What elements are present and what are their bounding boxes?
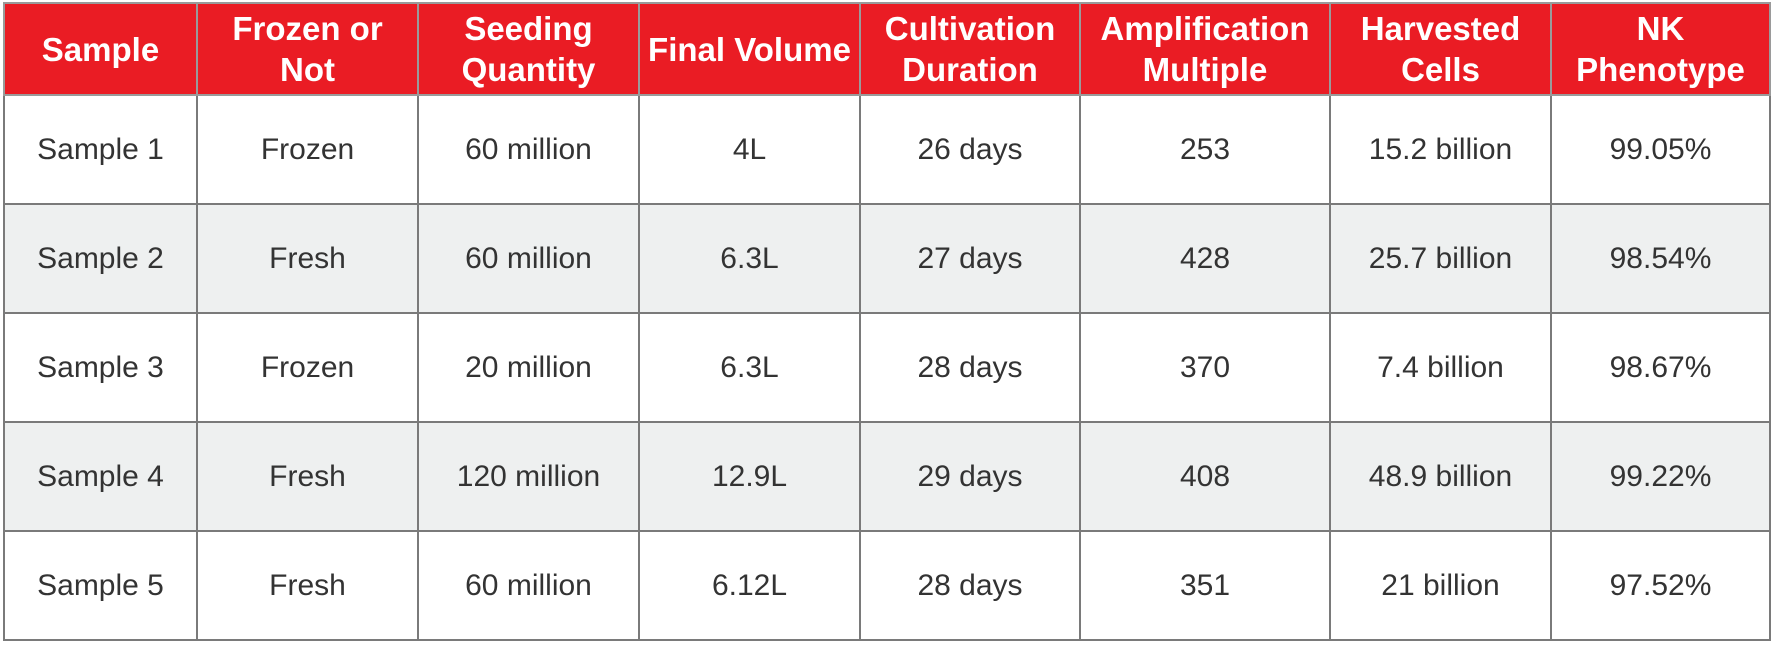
- cell-nk-phenotype: 98.67%: [1550, 312, 1771, 423]
- cell-final-volume: 6.3L: [638, 312, 861, 423]
- column-header-sample: Sample: [3, 2, 198, 96]
- cell-frozen-or-not: Fresh: [196, 203, 419, 314]
- cell-sample: Sample 3: [3, 312, 198, 423]
- cell-cultivation-duration: 28 days: [859, 312, 1081, 423]
- cell-nk-phenotype: 98.54%: [1550, 203, 1771, 314]
- cell-amplification-multiple: 408: [1079, 421, 1331, 532]
- cell-final-volume: 6.3L: [638, 203, 861, 314]
- cell-harvested-cells: 7.4 billion: [1329, 312, 1552, 423]
- column-header-nk-phenotype: NK Phenotype: [1550, 2, 1771, 96]
- column-header-harvested-cells: Harvested Cells: [1329, 2, 1552, 96]
- cell-sample: Sample 4: [3, 421, 198, 532]
- cell-harvested-cells: 21 billion: [1329, 530, 1552, 641]
- cell-harvested-cells: 48.9 billion: [1329, 421, 1552, 532]
- table-row: Sample 2 Fresh 60 million 6.3L 27 days 4…: [3, 203, 1771, 314]
- cell-seeding-quantity: 60 million: [417, 530, 640, 641]
- cell-frozen-or-not: Fresh: [196, 530, 419, 641]
- cell-sample: Sample 5: [3, 530, 198, 641]
- cell-frozen-or-not: Fresh: [196, 421, 419, 532]
- table-row: Sample 3 Frozen 20 million 6.3L 28 days …: [3, 312, 1771, 423]
- cell-nk-phenotype: 99.22%: [1550, 421, 1771, 532]
- cell-nk-phenotype: 97.52%: [1550, 530, 1771, 641]
- cell-amplification-multiple: 428: [1079, 203, 1331, 314]
- cell-amplification-multiple: 370: [1079, 312, 1331, 423]
- table-row: Sample 1 Frozen 60 million 4L 26 days 25…: [3, 94, 1771, 205]
- cell-amplification-multiple: 253: [1079, 94, 1331, 205]
- cell-seeding-quantity: 60 million: [417, 94, 640, 205]
- cell-amplification-multiple: 351: [1079, 530, 1331, 641]
- cell-frozen-or-not: Frozen: [196, 94, 419, 205]
- header-row: Sample Frozen or Not Seeding Quantity Fi…: [3, 2, 1771, 96]
- cell-seeding-quantity: 120 million: [417, 421, 640, 532]
- cell-nk-phenotype: 99.05%: [1550, 94, 1771, 205]
- cell-final-volume: 4L: [638, 94, 861, 205]
- cell-seeding-quantity: 20 million: [417, 312, 640, 423]
- cell-final-volume: 6.12L: [638, 530, 861, 641]
- table-row: Sample 4 Fresh 120 million 12.9L 29 days…: [3, 421, 1771, 532]
- column-header-cultivation-duration: Cultivation Duration: [859, 2, 1081, 96]
- cell-cultivation-duration: 29 days: [859, 421, 1081, 532]
- data-table-container: Sample Frozen or Not Seeding Quantity Fi…: [3, 2, 1771, 641]
- table-row: Sample 5 Fresh 60 million 6.12L 28 days …: [3, 530, 1771, 641]
- column-header-amplification-multiple: Amplification Multiple: [1079, 2, 1331, 96]
- cell-harvested-cells: 15.2 billion: [1329, 94, 1552, 205]
- cell-cultivation-duration: 27 days: [859, 203, 1081, 314]
- table-header: Sample Frozen or Not Seeding Quantity Fi…: [3, 2, 1771, 96]
- cell-sample: Sample 2: [3, 203, 198, 314]
- column-header-frozen-or-not: Frozen or Not: [196, 2, 419, 96]
- table-body: Sample 1 Frozen 60 million 4L 26 days 25…: [3, 94, 1771, 641]
- cell-cultivation-duration: 28 days: [859, 530, 1081, 641]
- cell-harvested-cells: 25.7 billion: [1329, 203, 1552, 314]
- cell-sample: Sample 1: [3, 94, 198, 205]
- column-header-final-volume: Final Volume: [638, 2, 861, 96]
- cell-final-volume: 12.9L: [638, 421, 861, 532]
- cell-frozen-or-not: Frozen: [196, 312, 419, 423]
- cell-cultivation-duration: 26 days: [859, 94, 1081, 205]
- cell-seeding-quantity: 60 million: [417, 203, 640, 314]
- nk-cell-results-table: Sample Frozen or Not Seeding Quantity Fi…: [3, 2, 1771, 641]
- column-header-seeding-quantity: Seeding Quantity: [417, 2, 640, 96]
